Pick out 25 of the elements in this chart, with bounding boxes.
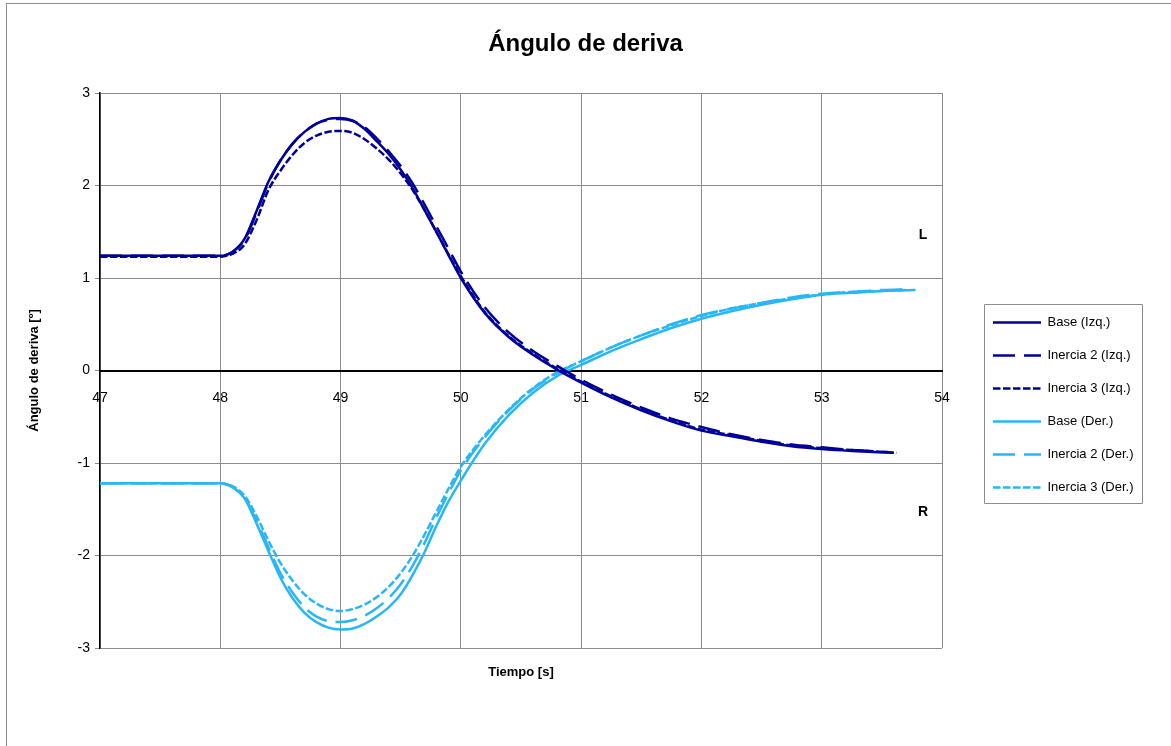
annotation: L	[918, 225, 928, 242]
y-tick-label: 2	[82, 176, 91, 193]
y-axis-title: Ángulo de deriva [º]	[26, 309, 42, 432]
y-tick-label: -2	[77, 546, 91, 563]
legend-label: Base (Izq.)	[1047, 314, 1111, 330]
legend-label: Inercia 3 (Izq.)	[1047, 380, 1131, 396]
y-tick-label: -3	[77, 638, 91, 655]
annotation: R	[917, 502, 929, 519]
x-tick-label: 53	[813, 388, 830, 405]
x-axis-title: Tiempo [s]	[488, 663, 554, 679]
x-tick-label: 54	[934, 388, 950, 405]
y-tick-label: 3	[82, 83, 91, 100]
chart-title: Ángulo de deriva	[488, 29, 684, 57]
y-tick-label: 0	[82, 361, 91, 378]
x-tick-label: 52	[693, 388, 710, 405]
legend-label: Inercia 3 (Der.)	[1047, 479, 1134, 495]
y-tick-label: -1	[77, 453, 91, 470]
legend-label: Inercia 2 (Der.)	[1047, 446, 1134, 462]
legend-label: Base (Der.)	[1047, 413, 1114, 429]
y-tick-label: 1	[82, 268, 91, 285]
legend-label: Inercia 2 (Izq.)	[1047, 347, 1131, 363]
x-tick-label: 49	[332, 388, 349, 405]
x-tick-label: 50	[453, 388, 469, 405]
x-tick-label: 48	[212, 388, 229, 405]
x-tick-label: 51	[573, 388, 590, 405]
